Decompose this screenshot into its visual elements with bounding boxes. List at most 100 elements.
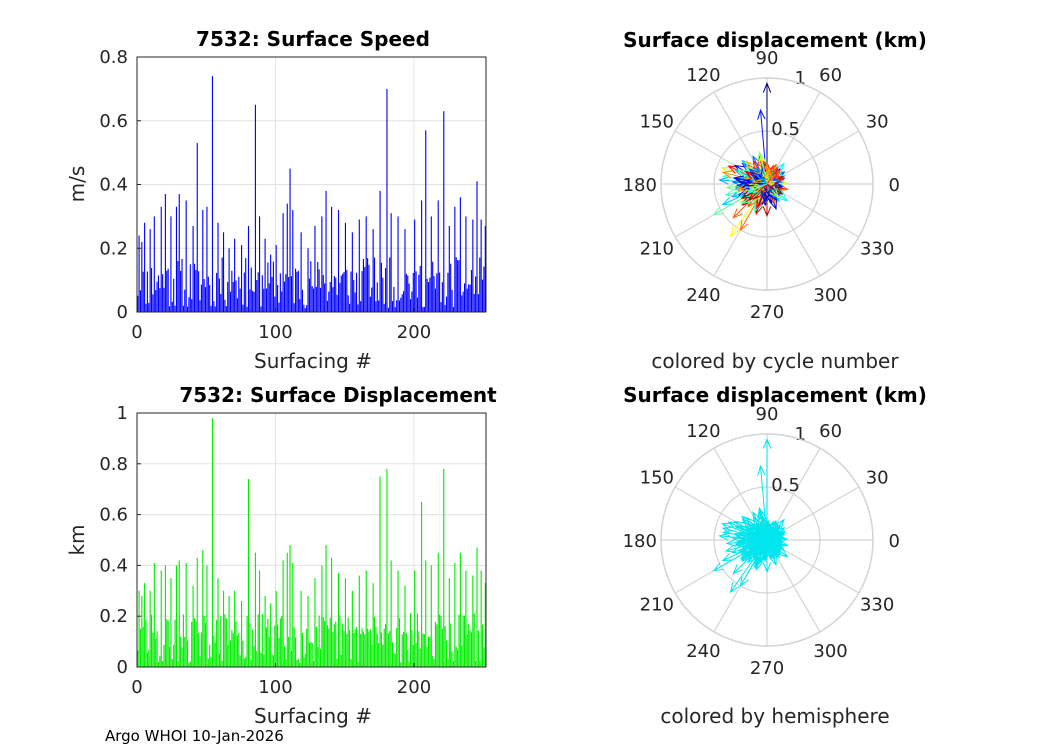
displacement-bar xyxy=(448,578,450,667)
speed-bar xyxy=(199,300,201,312)
speed-bar xyxy=(391,301,394,312)
speed-bar xyxy=(390,213,392,312)
displacement-bar xyxy=(159,655,161,667)
displacement-bar xyxy=(213,635,215,667)
displacement-bar xyxy=(380,632,382,667)
polar_hemisphere-vector xyxy=(748,539,768,549)
speed-bar xyxy=(304,308,306,312)
speed-bar xyxy=(421,200,423,312)
speed-bar xyxy=(451,289,453,312)
polar_hemisphere-vector xyxy=(757,532,768,541)
speed-bar xyxy=(274,296,276,312)
polar_hemisphere-theta-label: 180 xyxy=(623,531,657,552)
speed-bar xyxy=(224,299,226,312)
displacement-bar xyxy=(267,618,269,667)
displacement-bar xyxy=(278,637,280,667)
speed-bar xyxy=(170,216,172,313)
speed-bar xyxy=(477,294,479,312)
displacement-bar xyxy=(407,649,409,667)
speed-bar xyxy=(448,225,450,312)
polar_cycle-vector-head xyxy=(735,183,747,192)
displacement-bar xyxy=(332,631,334,667)
polar_hemisphere-vector-head xyxy=(724,544,737,553)
displacement-bar xyxy=(349,629,351,667)
speed-bar xyxy=(188,297,190,312)
displacement-bar xyxy=(347,617,349,667)
speed-bar xyxy=(232,282,234,312)
speed-bar xyxy=(249,289,251,312)
speed-bar xyxy=(139,290,142,312)
displacement-bar xyxy=(300,590,302,667)
speed-bar xyxy=(288,276,290,312)
displacement-bar xyxy=(382,644,384,667)
speed-bar xyxy=(206,206,208,312)
speed-bar xyxy=(418,274,420,312)
speed-bar xyxy=(164,194,166,312)
speed-bar xyxy=(385,268,387,312)
speed-bar xyxy=(155,290,157,312)
displacement-bar xyxy=(357,662,359,667)
displacement-bar xyxy=(202,550,204,667)
displacement-bar xyxy=(436,624,438,667)
polar_cycle-vector-head xyxy=(757,108,766,120)
speed-bar xyxy=(205,287,207,312)
displacement-bar xyxy=(483,647,485,667)
displacement-bar xyxy=(455,646,457,667)
polar_cycle-vector-head xyxy=(774,162,785,174)
speed-bar xyxy=(443,111,445,312)
polar_hemisphere-vector-head xyxy=(739,575,749,588)
speed-bar xyxy=(150,268,153,312)
displacement-bar xyxy=(427,636,430,667)
displacement-bar xyxy=(361,628,363,667)
displacement-bar xyxy=(167,620,169,667)
displacement-bar xyxy=(452,660,455,667)
speed-bar xyxy=(476,181,478,312)
speed-bar xyxy=(349,303,351,312)
speed-bar xyxy=(209,284,211,312)
speed-bar xyxy=(259,216,261,313)
polar_cycle-vector-head xyxy=(769,188,780,199)
speed-bar xyxy=(196,143,198,312)
speed-bar xyxy=(357,304,359,312)
displacement-bar xyxy=(285,659,287,667)
displacement-bar xyxy=(340,654,342,667)
speed-bar xyxy=(463,283,466,312)
polar_cycle-outer-circle xyxy=(660,77,874,291)
speed-bar xyxy=(337,210,340,312)
displacement-bar xyxy=(166,619,168,667)
displacement-bar xyxy=(440,615,442,667)
speed-bar xyxy=(347,295,349,312)
speed-bar xyxy=(409,299,412,312)
displacement-bar xyxy=(385,624,387,667)
displacement-bar xyxy=(468,623,470,667)
speed-bar xyxy=(296,271,298,312)
polar_hemisphere-vector xyxy=(755,523,768,541)
displacement-bar xyxy=(326,625,328,667)
speed-bar xyxy=(362,259,364,312)
displacement-bar xyxy=(189,661,191,667)
displacement-bar xyxy=(358,575,360,667)
displacement-bar xyxy=(231,629,233,667)
speed-bar xyxy=(343,272,345,312)
polar-hemisphere-caption: colored by hemisphere xyxy=(660,704,889,728)
displacement-bar xyxy=(372,583,374,667)
displacement-bar xyxy=(451,651,453,667)
displacement-bar xyxy=(416,613,418,667)
speed-y-tick-label: 0.2 xyxy=(99,238,128,259)
displacement-bar xyxy=(146,652,148,667)
speed-bar xyxy=(324,283,326,312)
displacement-bar xyxy=(473,613,475,667)
displacement-bar xyxy=(164,565,166,667)
polar_cycle-vector xyxy=(756,183,768,209)
speed-bar xyxy=(180,271,182,312)
speed-bar xyxy=(346,269,348,312)
displacement-bar xyxy=(155,638,157,667)
displacement-bar xyxy=(367,628,369,667)
displacement-bar xyxy=(344,578,346,667)
displacement-bar xyxy=(295,637,297,667)
displacement-bar xyxy=(293,627,295,667)
polar_hemisphere-vector xyxy=(766,523,779,541)
speed-bar xyxy=(198,271,200,312)
speed-bar xyxy=(314,225,316,312)
displacement-bar xyxy=(342,623,344,667)
